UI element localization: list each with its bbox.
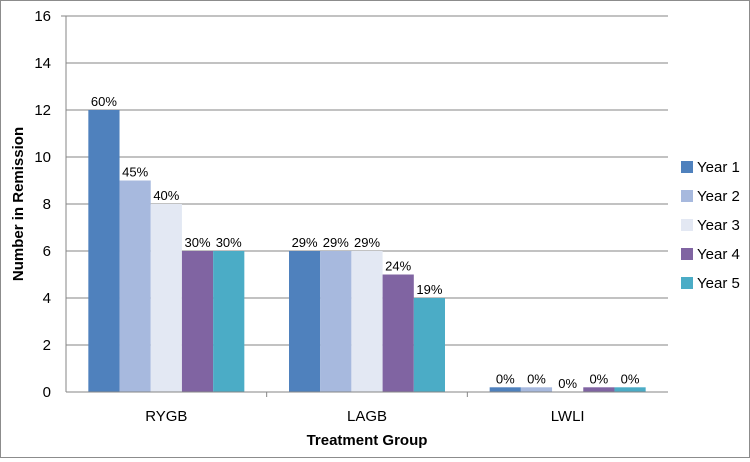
bar	[489, 387, 521, 392]
bar	[413, 298, 445, 392]
legend-label: Year 2	[697, 188, 740, 205]
data-label: 19%	[416, 282, 442, 297]
bars	[88, 110, 646, 392]
data-label: 24%	[385, 259, 411, 274]
y-tick-label: 16	[34, 8, 51, 25]
data-label: 0%	[527, 371, 546, 386]
data-label: 60%	[91, 94, 117, 109]
bar	[583, 387, 615, 392]
legend-label: Year 1	[697, 159, 740, 176]
data-label: 30%	[185, 235, 211, 250]
legend-swatch	[681, 190, 693, 202]
x-axis-title: Treatment Group	[307, 432, 428, 449]
legend-swatch	[681, 219, 693, 231]
data-label: 40%	[153, 188, 179, 203]
bar	[213, 251, 245, 392]
y-tick-labels: 0 2 4 6 8 10 12 14 16	[34, 8, 51, 401]
data-label: 45%	[122, 165, 148, 180]
legend-swatch	[681, 277, 693, 289]
y-tick-label: 2	[43, 337, 51, 354]
bar	[181, 251, 214, 392]
y-tick-label: 8	[43, 196, 51, 213]
data-label: 0%	[621, 371, 640, 386]
y-tick-label: 0	[43, 384, 51, 401]
data-label: 29%	[292, 235, 318, 250]
data-label: 29%	[354, 235, 380, 250]
bar	[150, 204, 182, 392]
x-tick-label: LAGB	[347, 408, 387, 425]
data-label: 29%	[323, 235, 349, 250]
legend-swatch	[681, 161, 693, 173]
x-tick-label: RYGB	[145, 408, 187, 425]
legend-label: Year 5	[697, 275, 740, 292]
y-tick-label: 4	[43, 290, 51, 307]
x-tick-labels: RYGB LAGB LWLI	[145, 408, 584, 425]
data-label: 0%	[558, 376, 577, 391]
bar	[351, 251, 383, 392]
y-tick-label: 6	[43, 243, 51, 260]
data-label: 0%	[496, 371, 515, 386]
y-tick-label: 14	[34, 55, 51, 72]
y-axis-title: Number in Remission	[10, 127, 27, 281]
bar	[289, 251, 321, 392]
data-label: 0%	[589, 371, 608, 386]
data-label: 30%	[216, 235, 242, 250]
y-tick-label: 12	[34, 102, 51, 119]
y-tick-label: 10	[34, 149, 51, 166]
bar	[614, 387, 646, 392]
legend-label: Year 4	[697, 246, 740, 263]
axes	[61, 15, 668, 397]
bar	[320, 251, 352, 392]
legend-swatch	[681, 248, 693, 260]
data-labels: 60% 45% 40% 30% 30% 29% 29% 29% 24% 19% 0% 0% 0% 0% 0%	[91, 94, 640, 391]
bar	[119, 180, 151, 392]
legend-label: Year 3	[697, 217, 740, 234]
x-tick-label: LWLI	[551, 408, 585, 425]
bar	[520, 387, 553, 392]
bar	[88, 110, 120, 392]
bar	[382, 274, 414, 392]
legend: Year 1 Year 2 Year 3 Year 4 Year 5	[681, 159, 740, 292]
